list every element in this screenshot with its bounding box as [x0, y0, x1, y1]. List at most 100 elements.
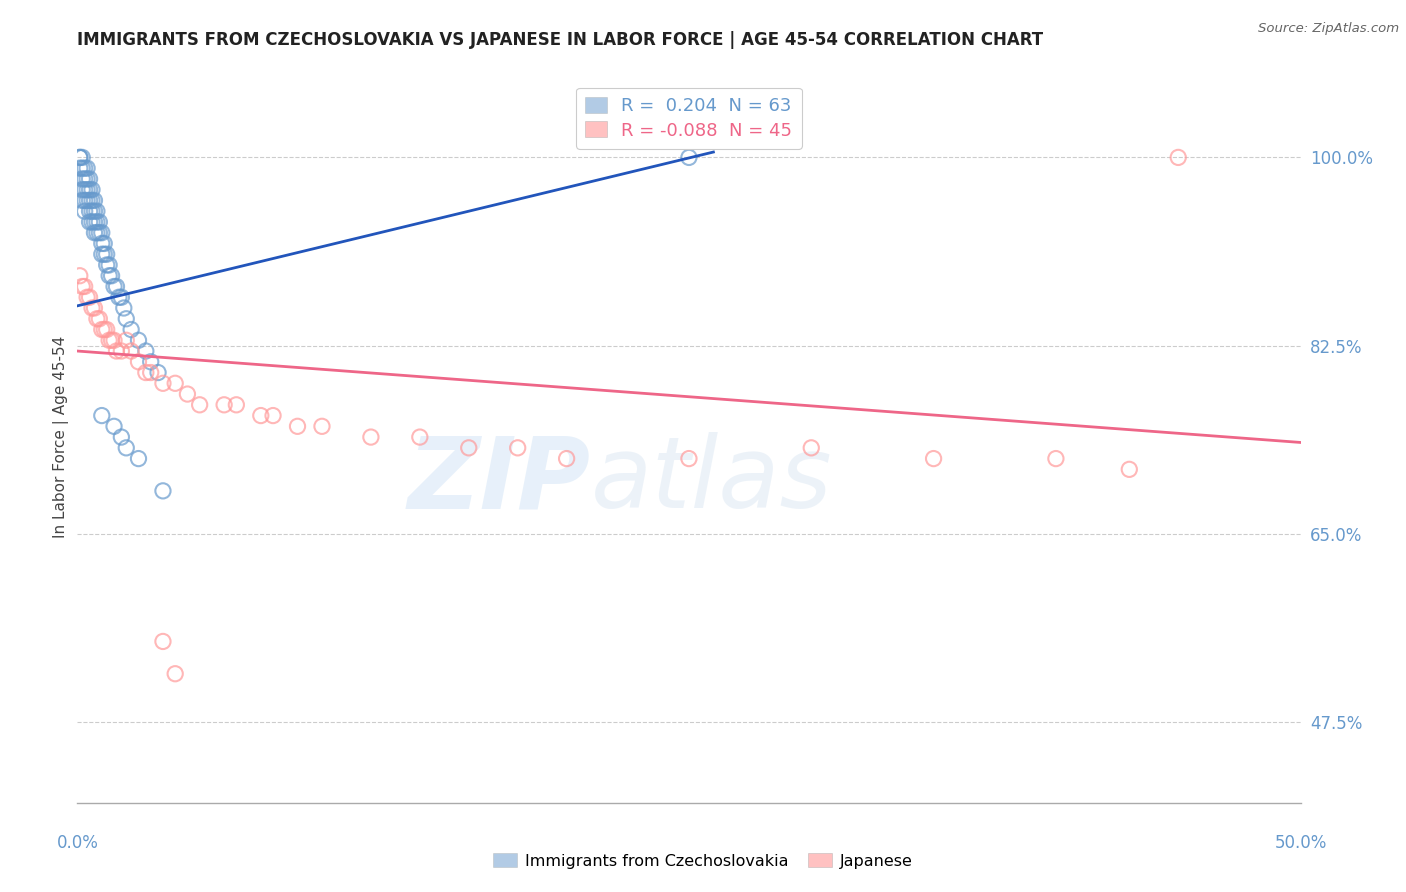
Point	[79, 204, 101, 219]
Point	[409, 430, 432, 444]
Point	[90, 247, 112, 261]
Point	[506, 441, 529, 455]
Text: ZIP: ZIP	[408, 433, 591, 530]
Point	[1045, 451, 1067, 466]
Point	[555, 451, 578, 466]
Point	[800, 441, 823, 455]
Point	[73, 194, 96, 208]
Point	[73, 172, 96, 186]
Point	[79, 172, 101, 186]
Point	[90, 236, 112, 251]
Point	[80, 183, 103, 197]
Point	[83, 301, 105, 315]
Point	[80, 194, 103, 208]
Point	[70, 161, 93, 176]
Point	[83, 215, 105, 229]
Point	[69, 268, 91, 283]
Point	[70, 279, 93, 293]
Text: 50.0%: 50.0%	[1274, 834, 1327, 852]
Point	[110, 344, 132, 359]
Point	[79, 194, 101, 208]
Point	[128, 355, 150, 369]
Point	[1167, 150, 1189, 164]
Point	[73, 161, 96, 176]
Point	[70, 183, 93, 197]
Point	[70, 194, 93, 208]
Point	[93, 236, 115, 251]
Point	[678, 451, 700, 466]
Point	[86, 311, 108, 326]
Point	[69, 150, 91, 164]
Text: Source: ZipAtlas.com: Source: ZipAtlas.com	[1258, 22, 1399, 36]
Point	[86, 204, 108, 219]
Point	[139, 366, 162, 380]
Point	[115, 333, 138, 347]
Point	[115, 311, 138, 326]
Point	[79, 215, 101, 229]
Point	[100, 268, 122, 283]
Point	[86, 215, 108, 229]
Text: 0.0%: 0.0%	[56, 834, 98, 852]
Point	[89, 215, 111, 229]
Text: atlas: atlas	[591, 433, 832, 530]
Point	[176, 387, 198, 401]
Point	[152, 483, 174, 498]
Point	[70, 150, 93, 164]
Point	[103, 279, 125, 293]
Point	[457, 441, 479, 455]
Point	[80, 301, 103, 315]
Point	[80, 215, 103, 229]
Point	[112, 301, 135, 315]
Point	[108, 290, 131, 304]
Point	[120, 322, 142, 336]
Point	[70, 172, 93, 186]
Point	[922, 451, 945, 466]
Point	[96, 322, 118, 336]
Point	[79, 290, 101, 304]
Point	[98, 258, 121, 272]
Legend: Immigrants from Czechoslovakia, Japanese: Immigrants from Czechoslovakia, Japanese	[486, 847, 920, 875]
Point	[89, 311, 111, 326]
Point	[105, 344, 128, 359]
Point	[90, 409, 112, 423]
Point	[93, 247, 115, 261]
Point	[139, 355, 162, 369]
Point	[128, 333, 150, 347]
Point	[76, 194, 98, 208]
Point	[96, 247, 118, 261]
Point	[98, 268, 121, 283]
Point	[360, 430, 382, 444]
Point	[287, 419, 309, 434]
Point	[165, 376, 187, 391]
Point	[96, 258, 118, 272]
Point	[146, 366, 169, 380]
Point	[135, 366, 157, 380]
Point	[212, 398, 235, 412]
Legend: R =  0.204  N = 63, R = -0.088  N = 45: R = 0.204 N = 63, R = -0.088 N = 45	[576, 87, 801, 149]
Text: IMMIGRANTS FROM CZECHOSLOVAKIA VS JAPANESE IN LABOR FORCE | AGE 45-54 CORRELATIO: IMMIGRANTS FROM CZECHOSLOVAKIA VS JAPANE…	[77, 31, 1043, 49]
Point	[135, 344, 157, 359]
Y-axis label: In Labor Force | Age 45-54: In Labor Force | Age 45-54	[53, 336, 69, 538]
Point	[73, 183, 96, 197]
Point	[1118, 462, 1140, 476]
Point	[103, 333, 125, 347]
Point	[76, 172, 98, 186]
Point	[311, 419, 333, 434]
Point	[76, 183, 98, 197]
Point	[188, 398, 211, 412]
Point	[79, 183, 101, 197]
Point	[69, 150, 91, 164]
Point	[110, 290, 132, 304]
Point	[73, 204, 96, 219]
Point	[73, 279, 96, 293]
Point	[86, 226, 108, 240]
Point	[83, 226, 105, 240]
Point	[76, 290, 98, 304]
Point	[250, 409, 273, 423]
Point	[678, 150, 700, 164]
Point	[83, 194, 105, 208]
Point	[90, 226, 112, 240]
Point	[76, 161, 98, 176]
Point	[98, 333, 121, 347]
Point	[103, 419, 125, 434]
